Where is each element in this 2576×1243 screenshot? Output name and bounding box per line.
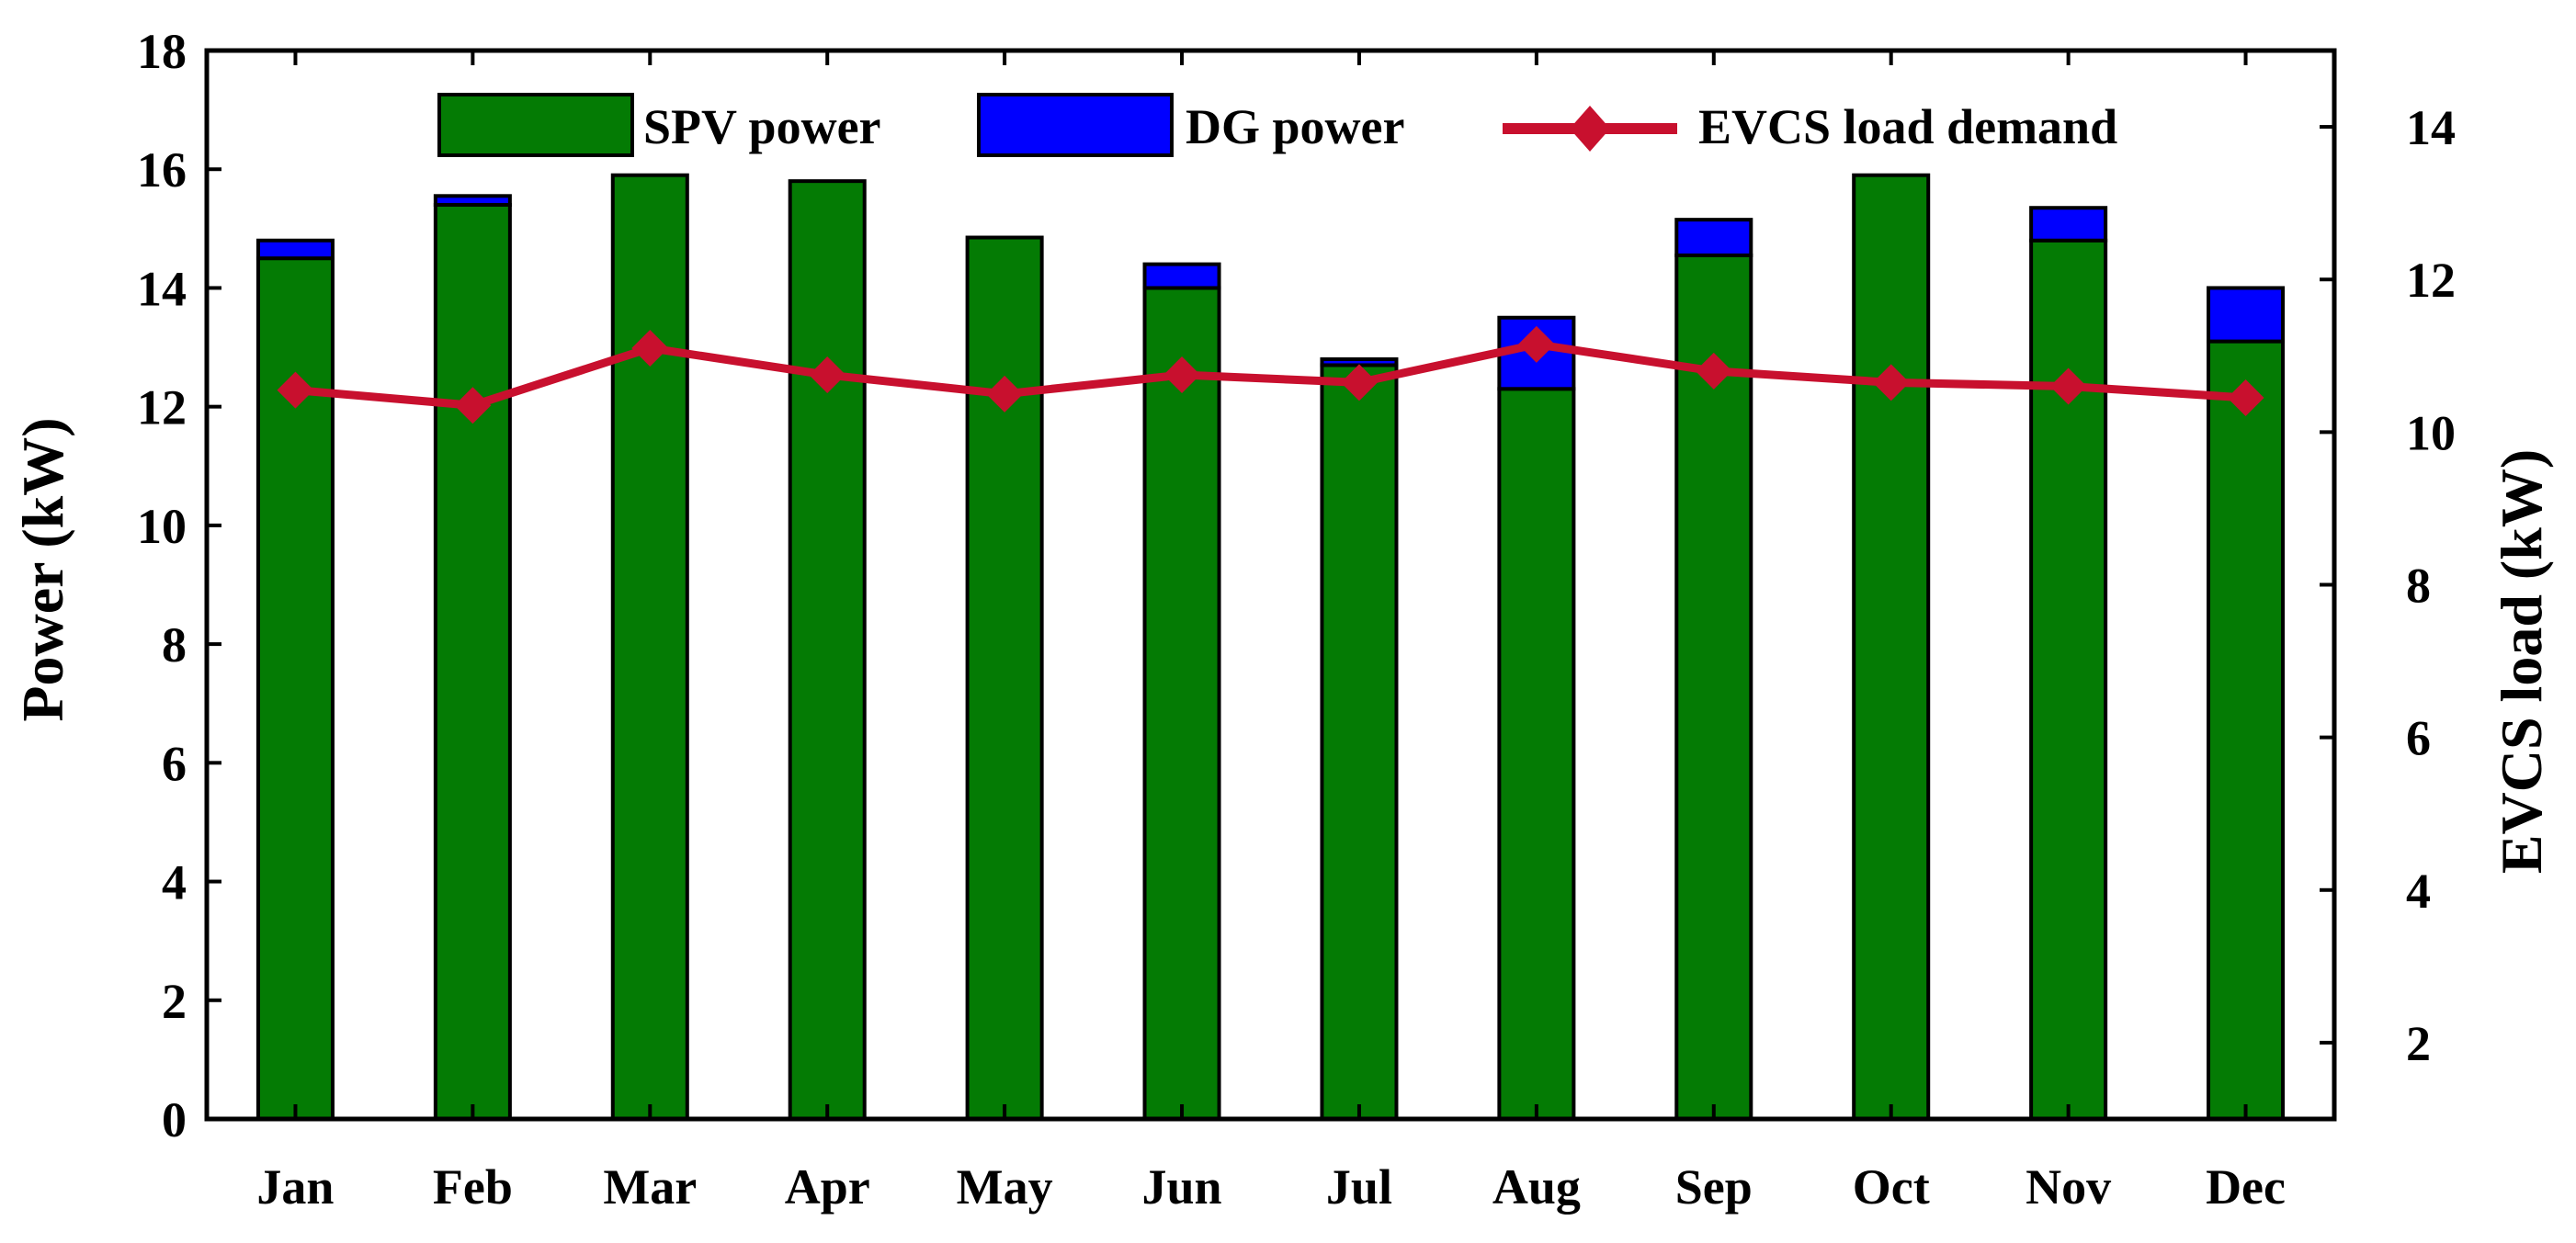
x-tick-label-dec: Dec xyxy=(2206,1159,2286,1215)
ticks-layer: 0 2 4 6 8 10 12 14 16 18 2 4 6 8 10 12 14 Jan Feb Mar Apr May… xyxy=(137,24,2456,1215)
y2-axis-title: EVCS load (kW) xyxy=(2489,449,2554,874)
x-tick-label-apr: Apr xyxy=(785,1159,870,1215)
legend-label-evcs: EVCS load demand xyxy=(1698,99,2117,154)
y-tick-label: 18 xyxy=(137,24,187,79)
x-tick-label-sep: Sep xyxy=(1675,1159,1753,1215)
marker-evcs-sep xyxy=(1695,352,1732,390)
bar-dg-feb xyxy=(433,194,512,207)
bar-spv-sep xyxy=(1674,253,1753,1121)
axes-layer xyxy=(204,48,2337,1122)
bar-dg-sep xyxy=(1674,218,1753,257)
y-axis-title: Power (kW) xyxy=(10,417,75,721)
marker-evcs-apr xyxy=(809,356,846,394)
marker-evcs-jun xyxy=(1163,356,1201,394)
bar-spv-apr xyxy=(788,179,867,1121)
y-tick-label: 8 xyxy=(162,617,187,672)
bar-spv-feb xyxy=(433,202,512,1121)
y-tick-label: 6 xyxy=(162,736,187,791)
y2-tick-label: 10 xyxy=(2406,405,2456,460)
x-tick-label-nov: Nov xyxy=(2026,1159,2111,1215)
bar-spv-may xyxy=(965,235,1044,1121)
bar-dg-nov xyxy=(2029,206,2108,243)
marker-evcs-nov xyxy=(2049,367,2087,405)
bar-dg-dec xyxy=(2207,286,2286,344)
bar-spv-dec xyxy=(2207,339,2286,1122)
marker-evcs-mar xyxy=(631,329,669,367)
legend-swatch-spv xyxy=(437,93,634,157)
y2-tick-label: 4 xyxy=(2406,864,2431,919)
y-tick-label: 16 xyxy=(137,142,187,198)
y-tick-label: 14 xyxy=(137,261,187,316)
legend: SPV power DG power EVCS load demand xyxy=(437,93,2117,157)
marker-evcs-oct xyxy=(1872,364,1910,401)
y2-tick-label: 12 xyxy=(2406,253,2456,308)
plot-frame xyxy=(204,48,2337,1122)
bar-dg-jun xyxy=(1142,262,1221,290)
x-tick-label-aug: Aug xyxy=(1492,1159,1581,1215)
x-tick-label-may: May xyxy=(957,1159,1053,1215)
bar-spv-jun xyxy=(1142,286,1221,1121)
x-tick-label-jun: Jun xyxy=(1142,1159,1222,1215)
x-tick-label-jul: Jul xyxy=(1326,1159,1392,1215)
legend-label-spv: SPV power xyxy=(643,99,881,154)
marker-evcs-jan xyxy=(277,371,314,409)
y-tick-label: 2 xyxy=(162,974,187,1029)
bar-dg-jan xyxy=(255,238,335,261)
bar-spv-aug xyxy=(1497,387,1576,1121)
x-tick-label-jan: Jan xyxy=(256,1159,334,1215)
marker-evcs-aug xyxy=(1517,325,1555,363)
y2-tick-label: 8 xyxy=(2406,559,2431,614)
legend-swatch-dg xyxy=(977,93,1174,157)
y-tick-label: 4 xyxy=(162,855,187,910)
x-tick-label-mar: Mar xyxy=(603,1159,697,1215)
marker-evcs-dec xyxy=(2227,379,2264,416)
bar-spv-oct xyxy=(1852,173,1931,1121)
y2-tick-label: 14 xyxy=(2406,100,2456,155)
y2-tick-label: 2 xyxy=(2406,1016,2431,1071)
bar-spv-jul xyxy=(1320,363,1399,1121)
y-tick-label: 0 xyxy=(162,1092,187,1147)
legend-marker-evcs xyxy=(1570,106,1610,152)
y-tick-label: 10 xyxy=(137,499,187,554)
marker-evcs-may xyxy=(986,375,1024,412)
marker-evcs-jul xyxy=(1340,364,1378,401)
y-tick-label: 12 xyxy=(137,380,187,435)
bars-layer xyxy=(255,173,2286,1122)
legend-label-dg: DG power xyxy=(1186,99,1404,154)
line-evcs-load xyxy=(295,340,2246,410)
y2-tick-label: 6 xyxy=(2406,711,2431,766)
marker-evcs-feb xyxy=(454,387,492,424)
x-tick-label-feb: Feb xyxy=(433,1159,513,1215)
line-layer xyxy=(277,325,2264,424)
bar-spv-mar xyxy=(610,173,689,1121)
x-tick-label-oct: Oct xyxy=(1853,1159,1930,1215)
